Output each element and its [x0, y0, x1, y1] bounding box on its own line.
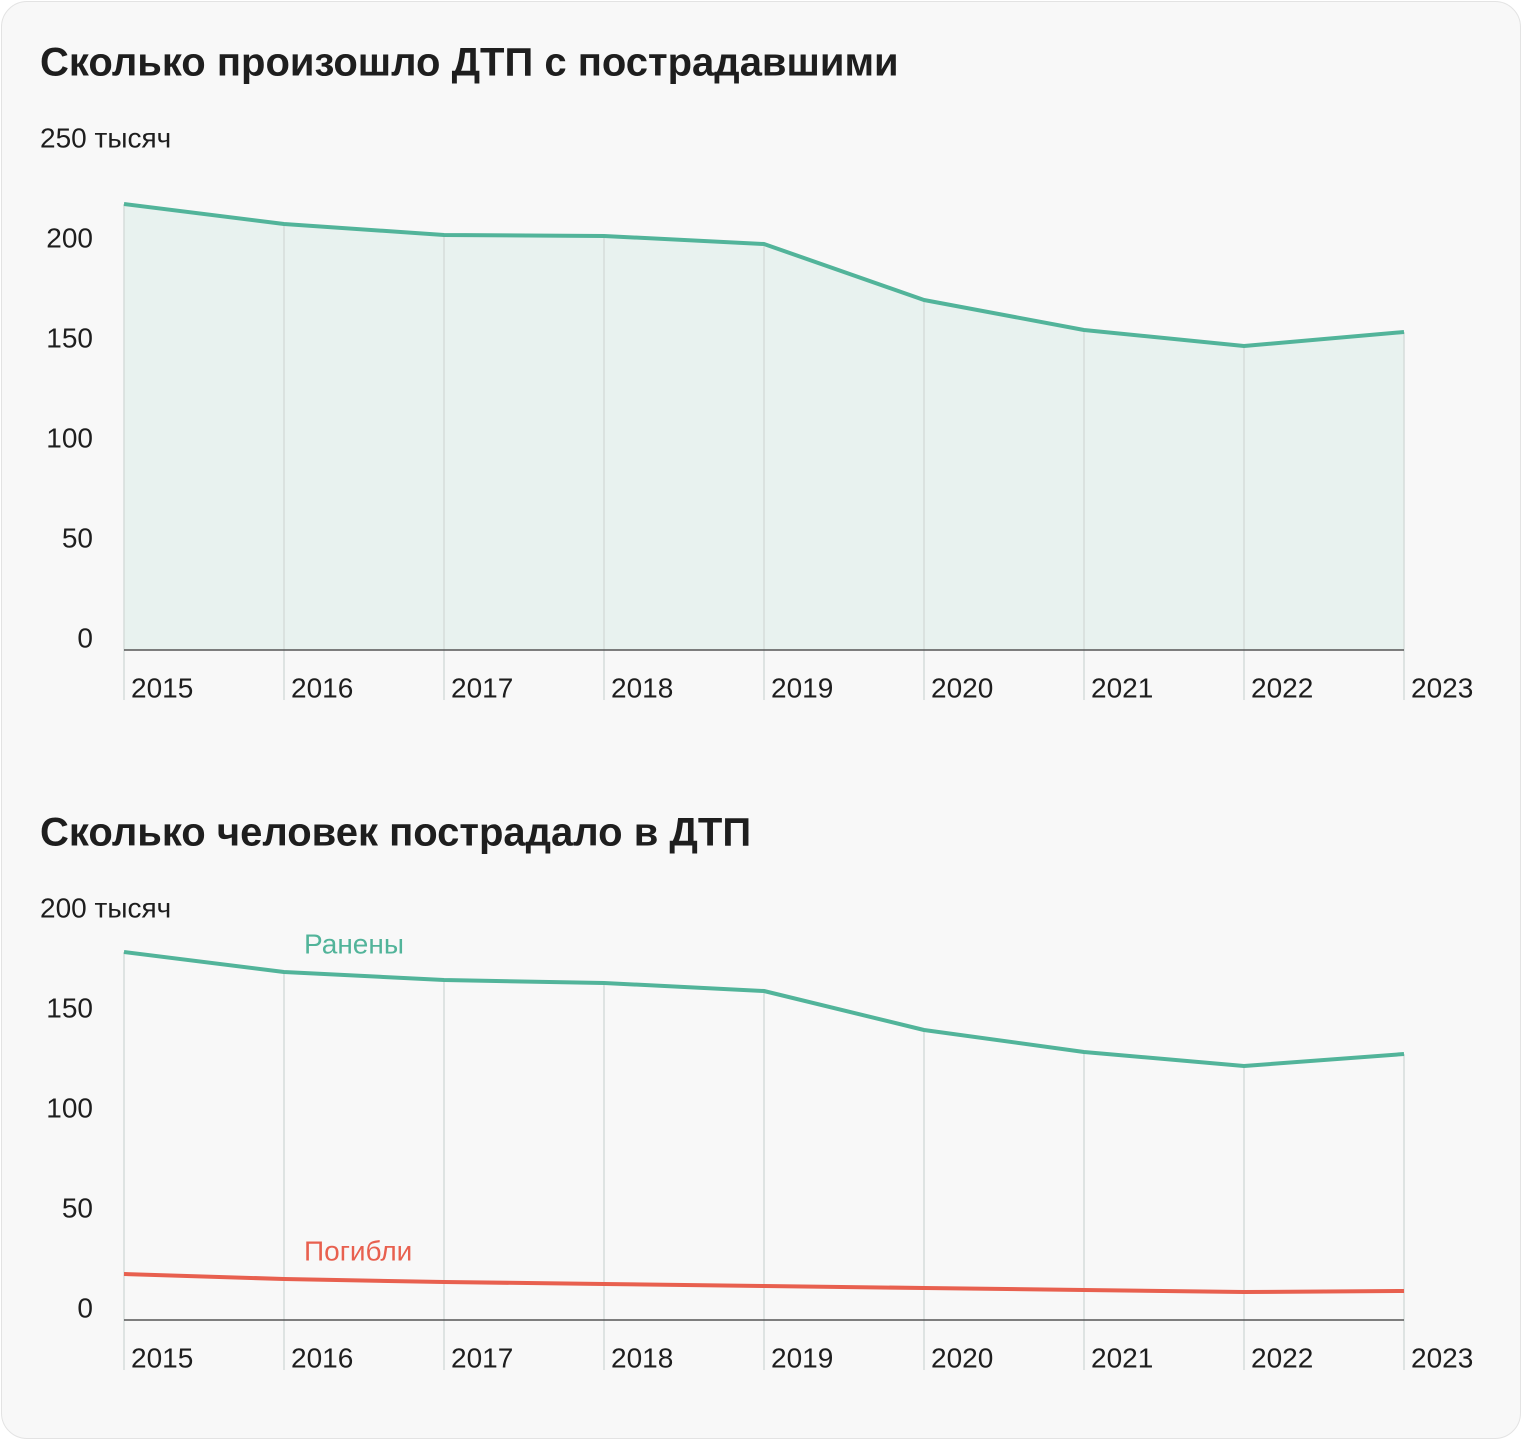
x-tick-label: 2018	[611, 672, 673, 703]
y-tick-label: 200 тысяч	[40, 892, 171, 923]
x-tick-label: 2020	[931, 1342, 993, 1373]
x-tick-label: 2016	[291, 672, 353, 703]
y-tick-label: 150	[46, 322, 93, 353]
x-tick-label: 2019	[771, 1342, 833, 1373]
x-tick-label: 2017	[451, 672, 513, 703]
y-tick-label: 0	[77, 1292, 93, 1323]
y-tick-label: 0	[77, 622, 93, 653]
x-tick-label: 2020	[931, 672, 993, 703]
y-tick-label: 50	[62, 522, 93, 553]
line	[123, 1272, 1405, 1294]
x-tick-label: 2021	[1091, 1342, 1153, 1373]
x-tick-label: 2022	[1251, 1342, 1313, 1373]
y-tick-label: 100	[46, 1092, 93, 1123]
x-tick-label: 2022	[1251, 672, 1313, 703]
y-tick-label: 150	[46, 992, 93, 1023]
y-tick-label: 100	[46, 422, 93, 453]
x-tick-label: 2015	[131, 1342, 193, 1373]
x-tick-label: 2023	[1411, 672, 1473, 703]
x-tick-label: 2015	[131, 672, 193, 703]
chart-title: Сколько произошло ДТП с пострадавшими	[40, 41, 899, 85]
chart-title: Сколько человек пострадало в ДТП	[40, 811, 751, 855]
x-tick-label: 2017	[451, 1342, 513, 1373]
y-tick-label: 50	[62, 1192, 93, 1223]
x-tick-label: 2018	[611, 1342, 673, 1373]
series-label: Ранены	[304, 928, 404, 959]
x-tick-label: 2023	[1411, 1342, 1473, 1373]
series-label: Погибли	[304, 1235, 412, 1266]
line	[123, 950, 1405, 1068]
x-tick-label: 2019	[771, 672, 833, 703]
x-tick-label: 2021	[1091, 672, 1153, 703]
y-tick-label: 250 тысяч	[40, 122, 171, 153]
y-tick-label: 200	[46, 222, 93, 253]
line	[123, 202, 1405, 348]
x-tick-label: 2016	[291, 1342, 353, 1373]
